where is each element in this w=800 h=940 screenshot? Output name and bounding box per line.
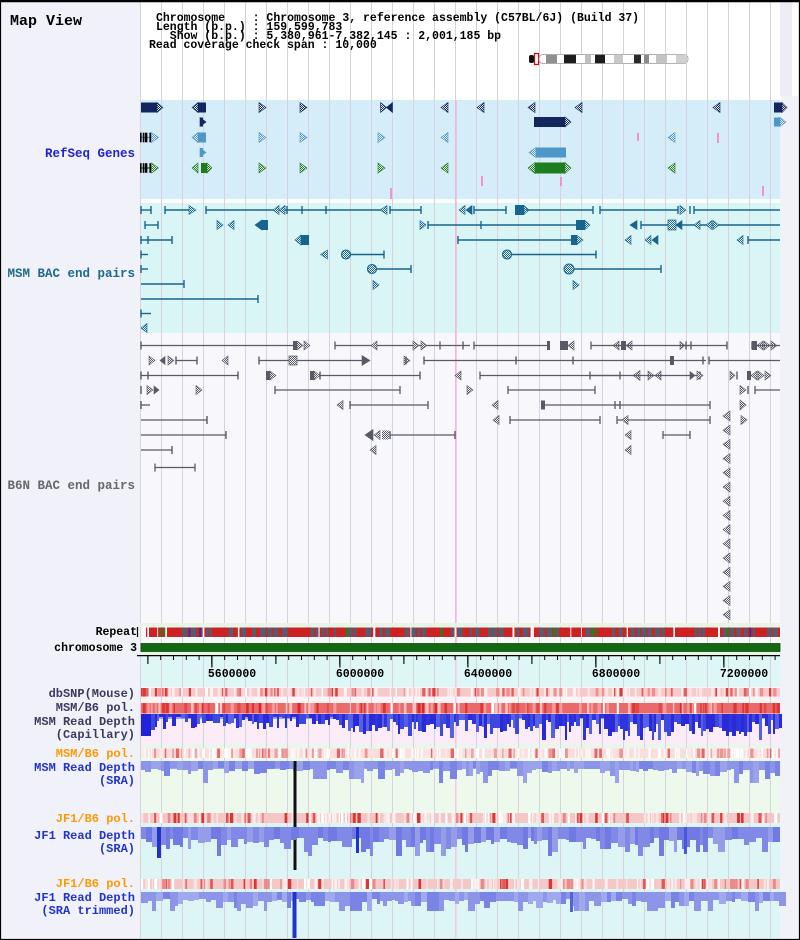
svg-text:Show (b.p.) : 5,380,961-7,382,: Show (b.p.) : 5,380,961-7,382,145 : 2,00… [156, 30, 501, 43]
svg-text:7200000: 7200000 [720, 668, 768, 681]
svg-text:JF1/B6 pol.: JF1/B6 pol. [56, 812, 135, 826]
svg-text:JF1 Read Depth: JF1 Read Depth [34, 891, 135, 905]
svg-text:MSM Read Depth: MSM Read Depth [34, 761, 135, 775]
svg-text:Repeat: Repeat [96, 626, 137, 639]
svg-text:(SRA trimmed): (SRA trimmed) [41, 904, 135, 918]
svg-text:RefSeq Genes: RefSeq Genes [45, 147, 135, 161]
svg-text:B6N BAC end pairs: B6N BAC end pairs [7, 479, 135, 493]
svg-text:Length (b.p.) : 159,599,783: Length (b.p.) : 159,599,783 [156, 21, 342, 34]
svg-text:6400000: 6400000 [464, 668, 512, 681]
svg-text:(SRA): (SRA) [99, 774, 135, 788]
svg-text:Read coverage check span : 10,: Read coverage check span : 10,000 [149, 39, 377, 52]
svg-text:JF1/B6 pol.: JF1/B6 pol. [56, 877, 135, 891]
svg-text:JF1 Read Depth: JF1 Read Depth [34, 829, 135, 843]
svg-text:(Capillary): (Capillary) [56, 728, 135, 742]
svg-text:6000000: 6000000 [336, 668, 384, 681]
svg-text:MSM Read Depth: MSM Read Depth [34, 715, 135, 729]
svg-text:MSM/B6 pol.: MSM/B6 pol. [56, 747, 135, 761]
svg-text:6800000: 6800000 [592, 668, 640, 681]
svg-text:MSM/B6 pol.: MSM/B6 pol. [56, 701, 135, 715]
svg-text:Map View: Map View [10, 13, 82, 30]
svg-text:5600000: 5600000 [208, 668, 256, 681]
svg-text:MSM BAC end pairs: MSM BAC end pairs [7, 267, 135, 281]
svg-text:dbSNP(Mouse): dbSNP(Mouse) [49, 687, 135, 701]
svg-text:Chromosome : Chromosome 3,: Chromosome : Chromosome 3, reference ass… [156, 12, 639, 25]
svg-text:(SRA): (SRA) [99, 842, 135, 856]
svg-text:chromosome 3: chromosome 3 [54, 642, 137, 655]
